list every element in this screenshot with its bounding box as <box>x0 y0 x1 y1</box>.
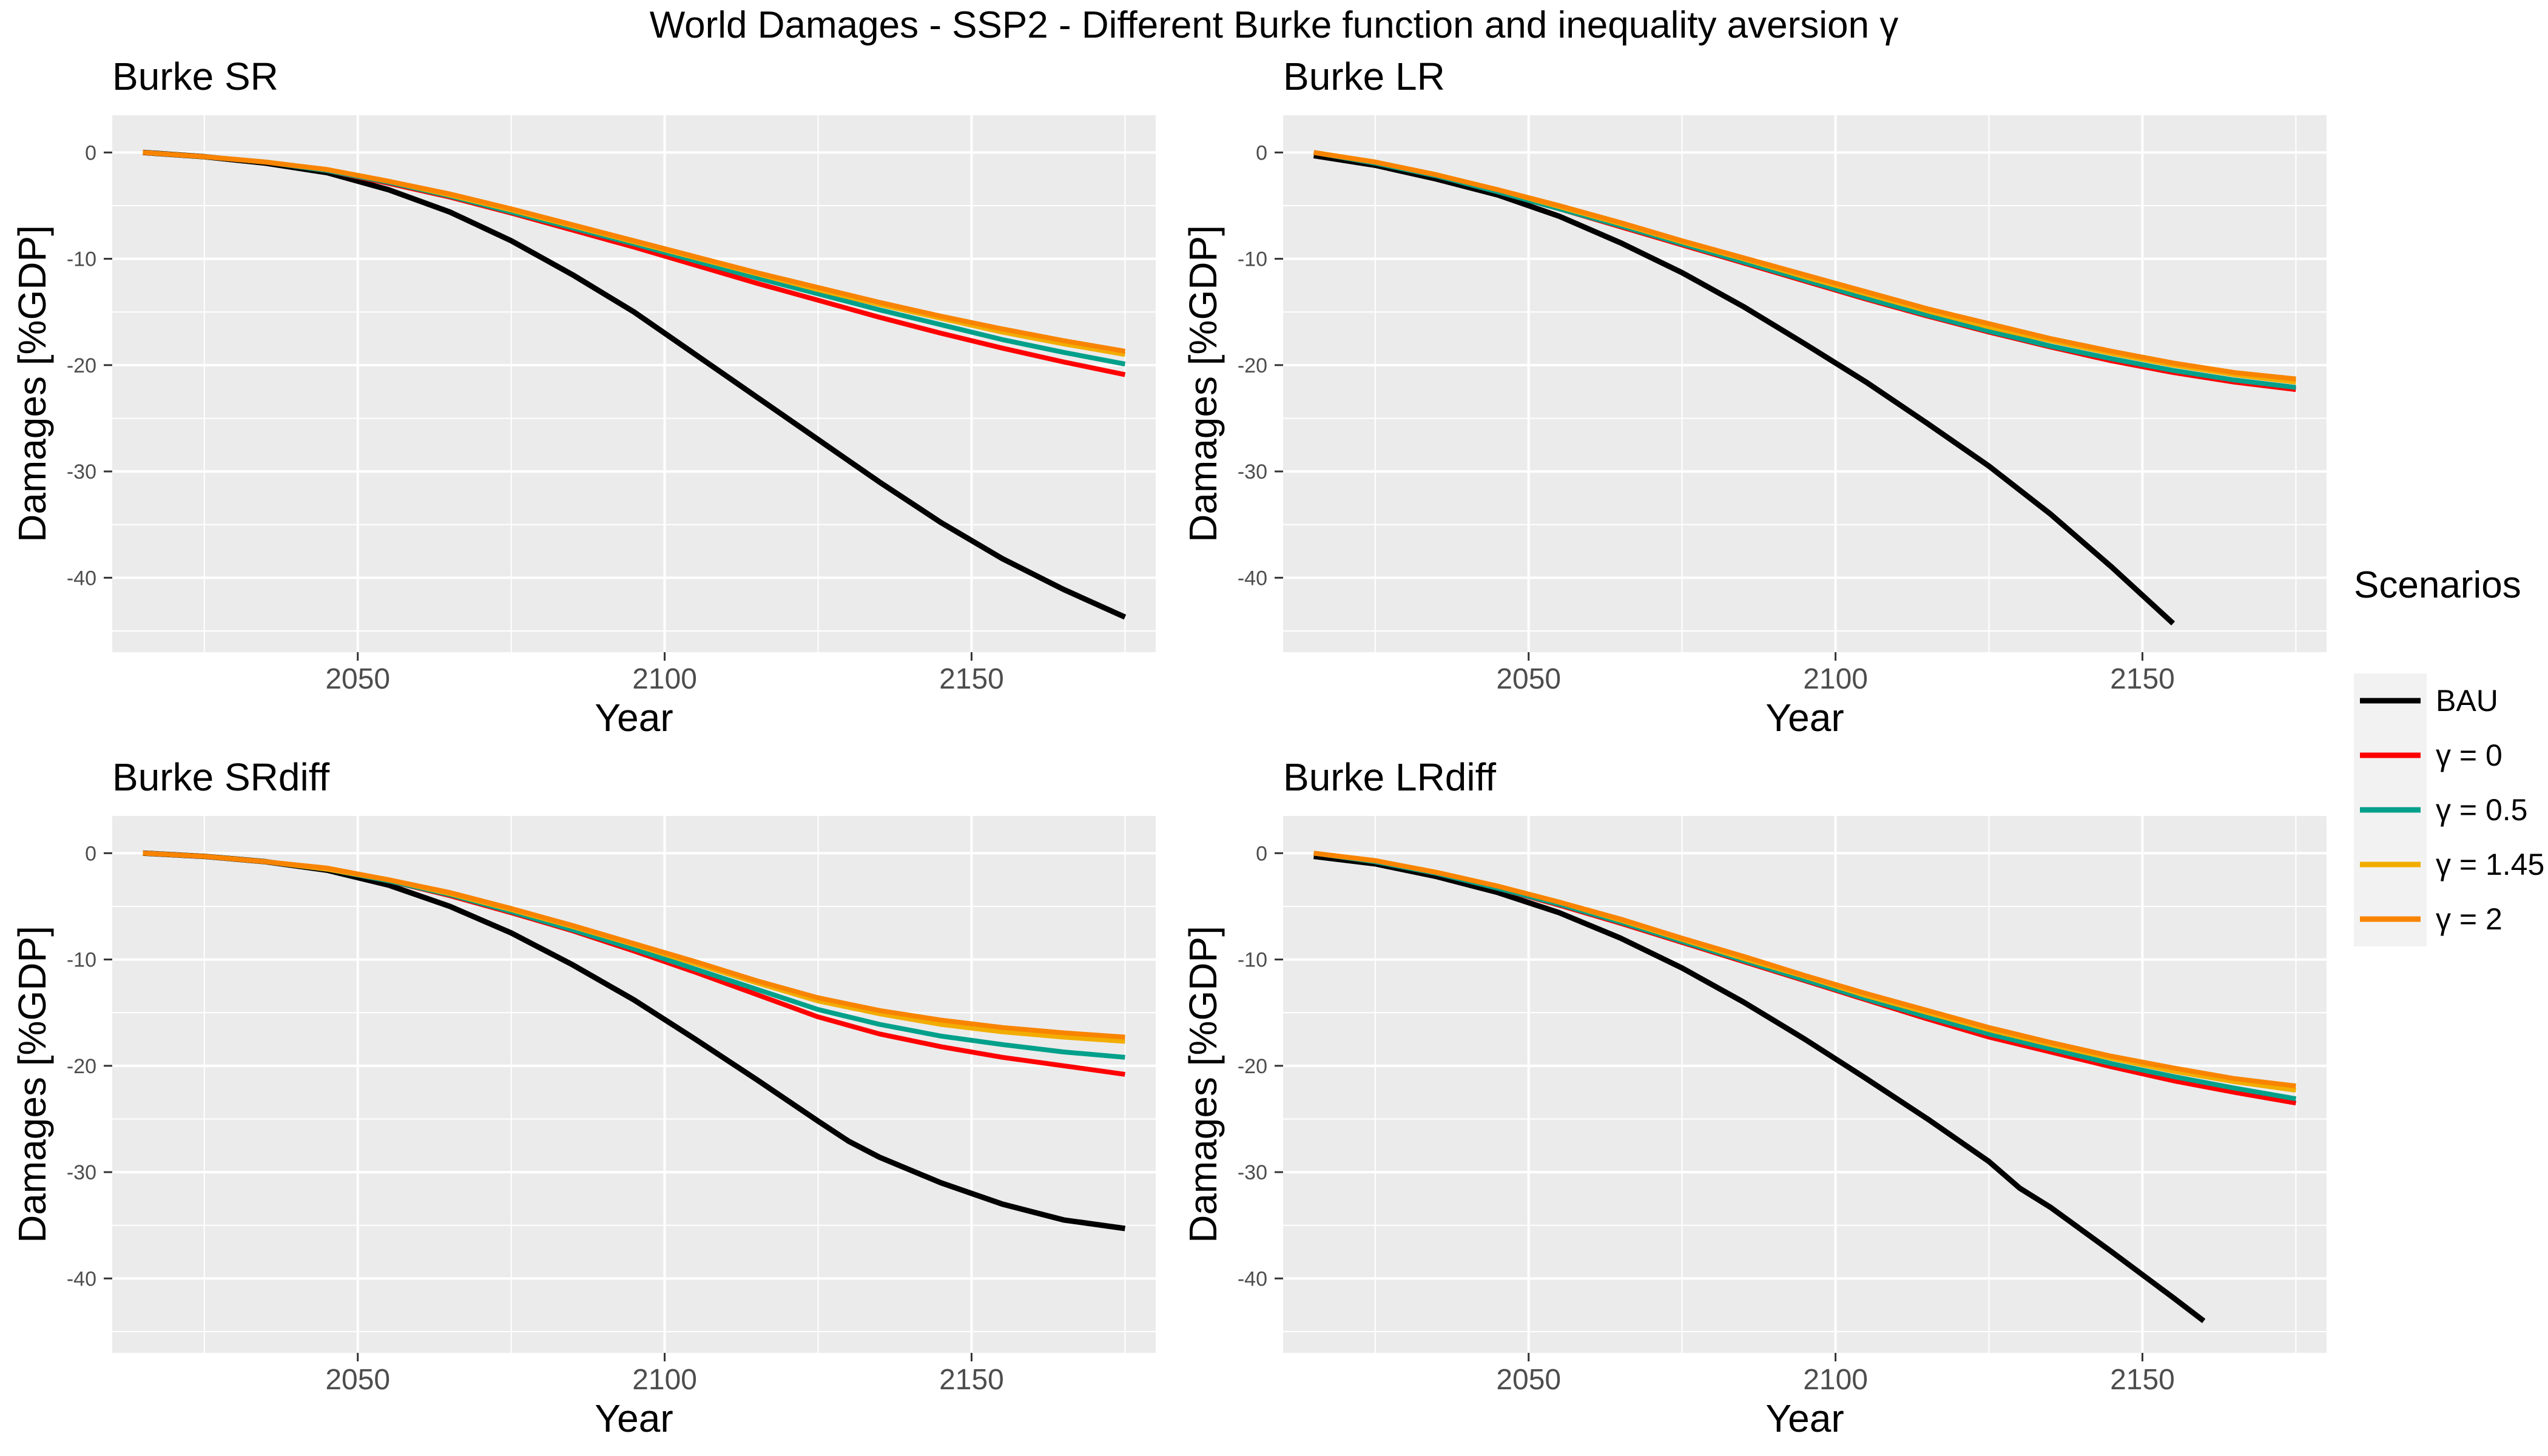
x-tick-label: 2050 <box>325 663 390 695</box>
x-tick-label: 2050 <box>325 1364 390 1396</box>
x-tick-label: 2100 <box>1803 663 1868 695</box>
x-tick-label: 2100 <box>632 1364 697 1396</box>
y-tick-label: 0 <box>1256 141 1267 164</box>
y-tick-label: -30 <box>67 460 96 484</box>
panel-burke-sr: 2050 2100 2150 0 -10 -20 -30 -40 Burke SR Year Dam… <box>10 55 1156 740</box>
y-tick-label: -10 <box>67 248 96 271</box>
y-tick-label: -10 <box>1238 248 1267 271</box>
y-tick-label: -40 <box>1238 567 1267 590</box>
y-axis-title: Damages [%GDP] <box>1181 225 1225 542</box>
plot-background <box>1283 816 2327 1353</box>
grid <box>112 816 1156 1353</box>
x-axis: 2050 2100 2150 <box>325 652 1004 695</box>
y-tick-label: -10 <box>67 949 96 972</box>
x-tick-label: 2150 <box>2110 1364 2175 1396</box>
panel-burke-lrdiff: 2050 2100 2150 0 -10 -20 -30 -40 Burke LRdiff Yea… <box>1181 755 2327 1440</box>
panel-burke-srdiff: 2050 2100 2150 0 -10 -20 -30 -40 Burke SRdiff Yea… <box>10 755 1156 1440</box>
legend-label: γ = 2 <box>2436 902 2502 936</box>
legend-label: BAU <box>2436 684 2498 718</box>
series-line-gamma-2 <box>1313 851 2296 1089</box>
legend-item-gamma-0: γ = 0 <box>2360 738 2502 772</box>
y-tick-label: -30 <box>1238 1161 1267 1184</box>
legend-label: γ = 0.5 <box>2436 793 2528 827</box>
y-tick-label: 0 <box>1256 842 1267 865</box>
y-tick-label: -10 <box>1238 949 1267 972</box>
x-tick-label: 2100 <box>632 663 697 695</box>
y-tick-label: 0 <box>85 141 96 164</box>
x-axis: 2050 2100 2150 <box>325 1353 1004 1396</box>
y-axis-title: Damages [%GDP] <box>10 225 54 542</box>
x-tick-label: 2150 <box>2110 663 2175 695</box>
y-axis: 0 -10 -20 -30 -40 <box>67 141 112 590</box>
y-axis-title: Damages [%GDP] <box>10 926 54 1243</box>
series-line-gamma-2 <box>1313 150 2296 382</box>
panel-title: Burke SRdiff <box>112 755 329 799</box>
legend-item-gamma-1-45: γ = 1.45 <box>2360 848 2544 881</box>
x-tick-label: 2100 <box>1803 1364 1868 1396</box>
series-lines <box>143 149 1127 620</box>
series-line-gamma-2 <box>143 150 1126 354</box>
legend: Scenarios BAU γ = 0 γ = 0.5 γ = 1.45 γ = 2 <box>2354 564 2544 946</box>
figure-title: World Damages - SSP2 - Different Burke f… <box>650 4 1899 46</box>
panel-burke-lr: 2050 2100 2150 0 -10 -20 -30 -40 Burke LR Year Dam… <box>1181 55 2327 740</box>
y-tick-label: -20 <box>67 1055 96 1078</box>
plot-background <box>112 115 1156 652</box>
x-axis: 2050 2100 2150 <box>1496 652 2175 695</box>
y-tick-label: 0 <box>85 842 96 865</box>
x-axis-title: Year <box>595 696 673 740</box>
panel-title: Burke LR <box>1283 55 1445 98</box>
legend-item-bau: BAU <box>2360 684 2498 718</box>
series-lines <box>1313 150 2296 626</box>
y-tick-label: -20 <box>67 354 96 377</box>
y-tick-label: -30 <box>67 1161 96 1184</box>
panels: 2050 2100 2150 0 -10 -20 -30 -40 Burke SR Year Dam… <box>10 55 2327 1440</box>
series-lines <box>143 850 1126 1232</box>
x-tick-label: 2150 <box>939 1364 1004 1396</box>
x-axis-title: Year <box>1765 696 1844 740</box>
y-axis: 0 -10 -20 -30 -40 <box>1238 141 1283 590</box>
y-axis-title: Damages [%GDP] <box>1181 926 1225 1243</box>
x-tick-label: 2050 <box>1496 663 1561 695</box>
y-axis: 0 -10 -20 -30 -40 <box>67 842 112 1290</box>
panel-title: Burke LRdiff <box>1283 755 1496 799</box>
legend-title: Scenarios <box>2354 564 2521 606</box>
x-tick-label: 2050 <box>1496 1364 1561 1396</box>
legend-label: γ = 1.45 <box>2436 848 2544 881</box>
x-axis-title: Year <box>595 1397 673 1440</box>
series-line-bau <box>1313 153 2176 626</box>
y-tick-label: -20 <box>1238 1055 1267 1078</box>
legend-label: γ = 0 <box>2436 738 2502 772</box>
y-tick-label: -20 <box>1238 354 1267 377</box>
y-tick-label: -30 <box>1238 460 1267 484</box>
legend-item-gamma-2: γ = 2 <box>2360 902 2502 936</box>
y-axis: 0 -10 -20 -30 -40 <box>1238 842 1283 1290</box>
y-tick-label: -40 <box>1238 1267 1267 1290</box>
series-lines <box>1313 851 2297 1323</box>
y-tick-label: -40 <box>67 567 96 590</box>
series-line-bau <box>1313 854 2206 1323</box>
y-tick-label: -40 <box>67 1267 96 1290</box>
plot-background <box>112 816 1156 1353</box>
x-axis: 2050 2100 2150 <box>1496 1353 2175 1396</box>
panel-title: Burke SR <box>112 55 278 98</box>
grid <box>1283 816 2327 1353</box>
series-line-gamma-2 <box>143 851 1125 1040</box>
x-axis-title: Year <box>1765 1397 1844 1440</box>
plot-background <box>1283 115 2327 652</box>
legend-item-gamma-0-5: γ = 0.5 <box>2360 793 2528 827</box>
x-tick-label: 2150 <box>939 663 1004 695</box>
grid <box>112 115 1156 652</box>
